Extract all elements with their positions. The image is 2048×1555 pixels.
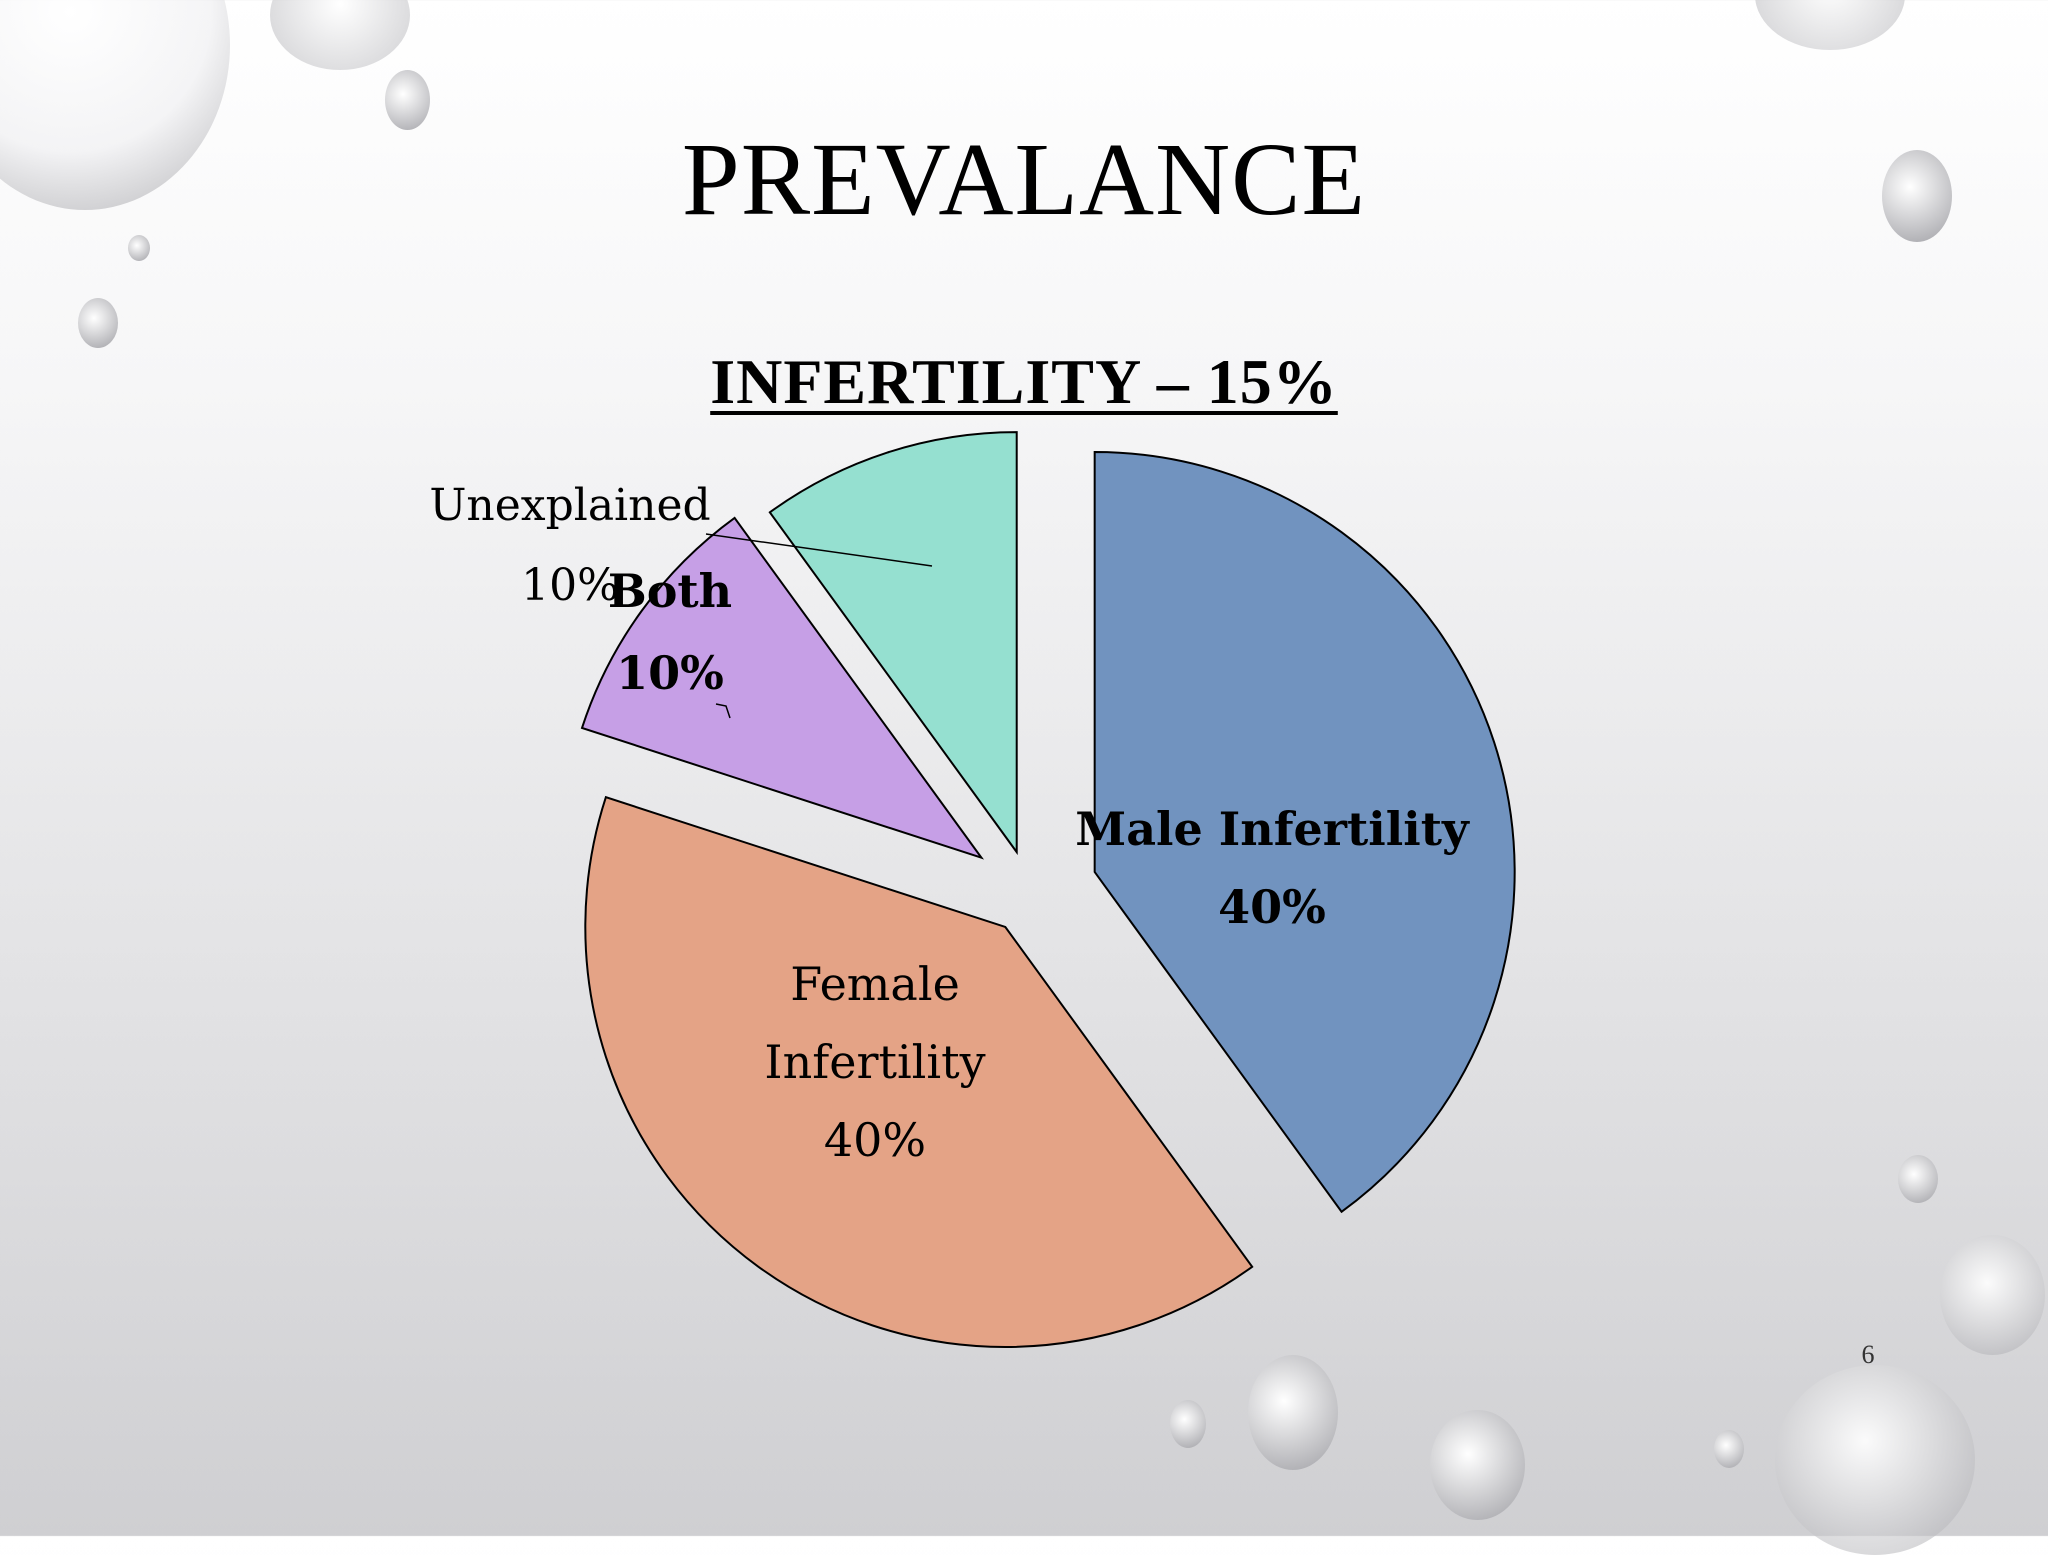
chart-title: INFERTILITY – 15%	[710, 346, 1338, 417]
leader-line-both	[715, 703, 731, 719]
leader-line-unexplained	[705, 533, 933, 567]
data-label-male-infertility: Male Infertility 40%	[1075, 802, 1470, 934]
slide-title: PREVALANCE	[681, 122, 1367, 237]
data-label-unexplained: Unexplained 10%	[429, 480, 710, 611]
data-label-female-infertility: Female Infertility 40%	[764, 957, 985, 1167]
page-number: 6	[1861, 1340, 1875, 1369]
data-label-both: Both 10%	[608, 564, 732, 700]
pie-slice-both	[580, 516, 985, 860]
pie-slice-female-infertility	[584, 795, 1254, 1348]
pie-slice-male-infertility	[1093, 450, 1516, 1214]
pie-slice-unexplained	[768, 431, 1018, 856]
